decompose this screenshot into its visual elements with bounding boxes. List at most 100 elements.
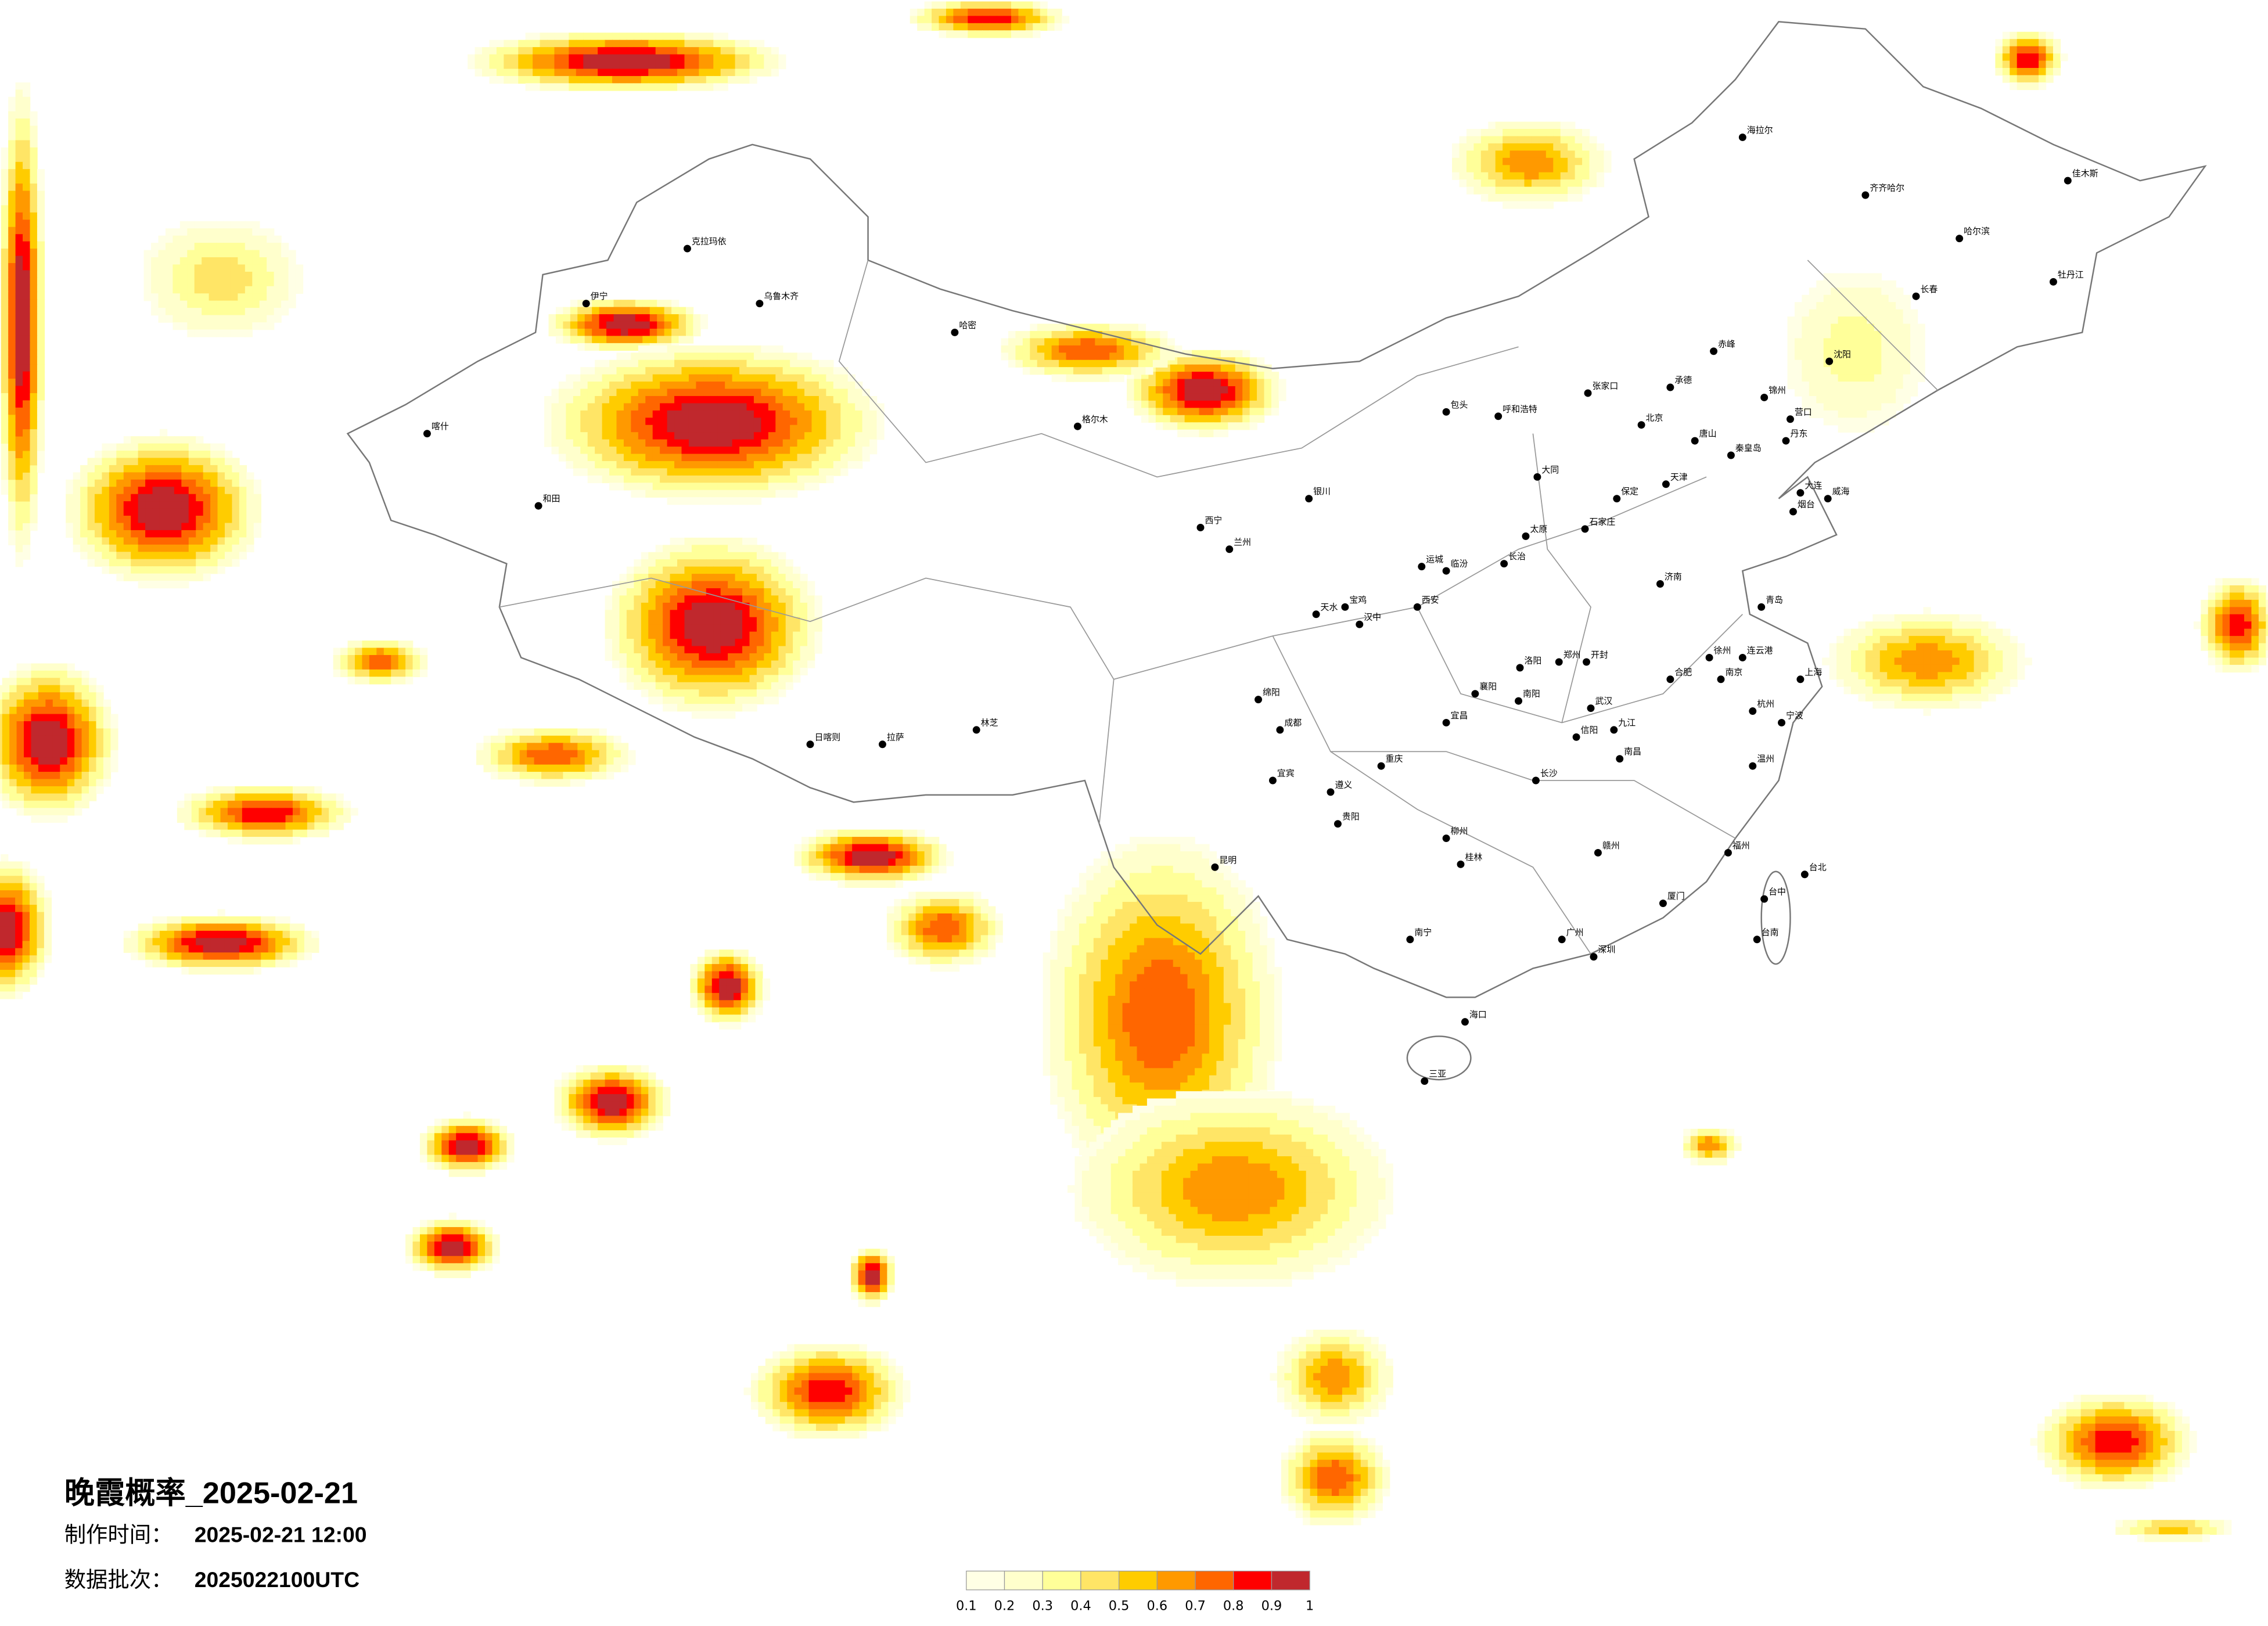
heat-cell	[1209, 1024, 1217, 1033]
heat-cell	[15, 458, 23, 466]
heat-cell	[1915, 672, 1924, 680]
heat-cell	[1295, 1452, 1303, 1460]
heat-cell	[15, 118, 23, 127]
heat-cell	[1130, 1010, 1138, 1018]
heat-cell	[628, 336, 636, 344]
heat-cell	[840, 425, 849, 433]
heat-cell	[23, 415, 31, 423]
heat-cell	[595, 374, 603, 382]
heat-cell	[772, 1380, 781, 1388]
heat-cell	[1180, 837, 1188, 845]
heat-cell	[775, 367, 783, 375]
heat-cell	[1582, 136, 1590, 144]
heat-cell	[131, 487, 139, 495]
heat-cell	[616, 483, 624, 491]
heat-cell	[573, 374, 581, 382]
heat-cell	[800, 639, 808, 647]
heat-cell	[742, 660, 750, 668]
heat-cell	[1122, 1010, 1130, 1018]
heat-cell	[1209, 1060, 1217, 1069]
heat-cell	[1495, 194, 1503, 202]
heat-cell	[558, 403, 567, 411]
heat-cell	[2131, 1431, 2140, 1439]
heat-cell	[628, 307, 636, 315]
heat-cell	[1368, 1488, 1376, 1497]
heat-cell	[688, 359, 697, 368]
heat-cell	[2109, 1445, 2118, 1454]
heat-cell	[1923, 614, 1931, 622]
heat-cell	[1995, 657, 2004, 665]
heat-cell	[1158, 945, 1167, 953]
heat-cell	[1072, 909, 1080, 917]
heat-cell	[1093, 902, 1102, 910]
heat-cell	[1108, 1039, 1116, 1047]
heat-cell	[217, 523, 225, 531]
heat-cell	[688, 403, 697, 411]
heat-cell	[790, 475, 798, 484]
heat-cell	[670, 559, 678, 567]
heat-cell	[684, 566, 692, 574]
heat-cell	[638, 410, 646, 419]
heat-cell	[779, 1366, 788, 1374]
heat-cell	[681, 403, 689, 411]
heat-cell	[1173, 974, 1181, 982]
heat-cell	[8, 429, 16, 437]
heat-cell	[1130, 1097, 1138, 1105]
heat-cell	[1371, 1337, 1379, 1345]
heat-cell	[778, 689, 786, 697]
heat-cell	[785, 682, 793, 690]
heat-cell	[720, 552, 728, 560]
heat-cell	[648, 602, 656, 611]
heat-cell	[859, 1351, 867, 1359]
heat-cell	[826, 461, 834, 469]
heat-cell	[1065, 1010, 1073, 1018]
heat-cell	[1, 306, 9, 314]
heat-cell	[660, 432, 668, 440]
heat-cell	[1575, 136, 1583, 144]
heat-cell	[1836, 672, 1845, 680]
heat-cell	[87, 516, 95, 524]
heat-cell	[671, 321, 680, 329]
heat-cell	[691, 610, 700, 618]
heat-cell	[616, 395, 624, 404]
heat-cell	[833, 425, 842, 433]
heat-cell	[167, 537, 175, 545]
heat-cell	[1115, 1089, 1123, 1098]
heat-cell	[787, 1402, 795, 1410]
heat-cell	[623, 468, 632, 476]
heat-cell	[30, 523, 38, 531]
heat-cell	[1180, 1017, 1188, 1026]
heat-cell	[224, 544, 233, 553]
heat-cell	[691, 602, 700, 611]
heat-cell	[159, 487, 168, 495]
heat-cell	[1166, 1082, 1174, 1091]
heat-cell	[1938, 636, 1946, 644]
heat-cell	[1223, 880, 1232, 888]
heat-cell	[548, 321, 556, 329]
heat-cell	[696, 454, 704, 462]
heat-cell	[874, 1380, 882, 1388]
heat-cell	[2088, 1459, 2096, 1467]
heat-cell	[1187, 923, 1195, 931]
heat-cell	[1524, 172, 1532, 180]
heat-cell	[159, 436, 168, 444]
heat-cell	[742, 675, 750, 683]
heat-cell	[138, 508, 146, 516]
heat-cell	[2102, 1474, 2111, 1482]
heat-cell	[749, 537, 757, 546]
heat-cell	[2066, 1452, 2075, 1460]
heat-cell	[1192, 379, 1200, 387]
heat-cell	[1216, 880, 1224, 888]
heat-cell	[663, 704, 671, 712]
heat-cell	[1382, 1488, 1390, 1497]
heat-cell	[1503, 194, 1511, 202]
heat-cell	[1850, 628, 1859, 636]
heat-cell	[30, 386, 38, 394]
heat-cell	[677, 552, 685, 560]
heat-cell	[1231, 923, 1239, 931]
heat-cell	[2073, 1431, 2082, 1439]
heat-cell	[725, 447, 733, 455]
heat-cell	[2003, 643, 2011, 651]
heat-cell	[1137, 873, 1145, 881]
heat-cell	[814, 624, 822, 632]
